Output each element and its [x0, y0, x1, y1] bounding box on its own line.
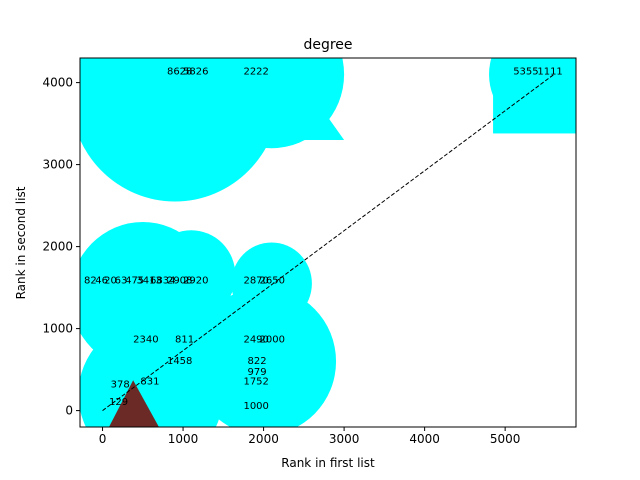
- point-label: 8628: [167, 66, 192, 77]
- y-tick-label: 3000: [42, 158, 73, 172]
- point-label: 2000: [260, 334, 285, 345]
- blob-wedge-top: [231, 66, 345, 140]
- x-tick-label: 2000: [248, 432, 279, 446]
- chart-title: degree: [303, 37, 352, 53]
- y-axis-label: Rank in second list: [14, 186, 28, 299]
- point-label: 5826: [183, 66, 208, 77]
- point-label: 2222: [243, 66, 268, 77]
- point-label: 46: [95, 275, 108, 286]
- y-tick-label: 4000: [42, 76, 73, 90]
- reference-line: [102, 73, 556, 412]
- x-tick-label: 4000: [409, 432, 440, 446]
- point-label: 20: [104, 275, 117, 286]
- point-label: 1000: [243, 401, 268, 412]
- x-tick-label: 0: [99, 432, 107, 446]
- point-label: 475: [125, 275, 144, 286]
- point-label: 1752: [243, 376, 268, 387]
- point-label: 2908: [167, 275, 192, 286]
- x-tick-label: 5000: [490, 432, 521, 446]
- blob-5: [191, 287, 337, 427]
- point-label: 2920: [183, 275, 208, 286]
- point-label: 979: [247, 367, 266, 378]
- point-label: 822: [247, 356, 266, 367]
- point-label: 378: [111, 380, 130, 391]
- point-label: 811: [175, 334, 194, 345]
- point-label: 6834: [150, 275, 175, 286]
- y-tick-label: 0: [65, 404, 73, 418]
- x-tick-label: 3000: [329, 432, 360, 446]
- triangle-marker: [108, 380, 159, 427]
- point-label: 5355: [513, 66, 538, 77]
- x-tick-label: 1000: [168, 432, 199, 446]
- y-tick-label: 1000: [42, 322, 73, 336]
- point-label: 129: [109, 397, 128, 408]
- point-label: 82: [84, 275, 97, 286]
- axes: 0 1000 2000 3000 4000 5000 0 1000 2000 3000 4000: [42, 76, 520, 446]
- point-label: 831: [140, 376, 159, 387]
- x-axis-label: Rank in first list: [281, 456, 375, 470]
- point-label: 3413: [136, 275, 161, 286]
- plot-frame: [79, 57, 577, 428]
- point-label: 2650: [260, 275, 285, 286]
- point-label: 1111: [537, 66, 562, 77]
- point-label: 2340: [133, 334, 158, 345]
- blob-4: [146, 230, 236, 321]
- blob-block-right: [493, 58, 576, 134]
- point-label: 2870: [243, 275, 268, 286]
- point-label: 1458: [167, 356, 192, 367]
- point-label: 63: [115, 275, 128, 286]
- y-tick-label: 2000: [42, 240, 73, 254]
- point-label: 2490: [243, 334, 268, 345]
